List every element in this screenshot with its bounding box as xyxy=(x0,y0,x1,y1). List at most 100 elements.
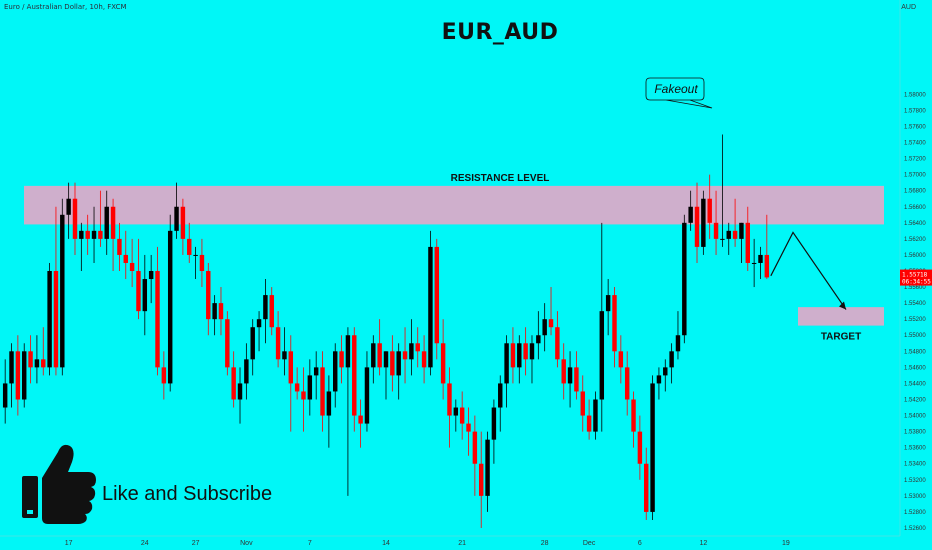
candle xyxy=(523,343,528,360)
candle xyxy=(599,311,605,400)
axis-unit-label: AUD xyxy=(901,4,916,11)
candle xyxy=(155,271,160,368)
x-tick-label: 24 xyxy=(141,540,149,547)
arrow-path-icon xyxy=(770,231,847,310)
candle xyxy=(263,295,268,320)
candle xyxy=(212,303,217,320)
candle xyxy=(333,351,338,392)
candle xyxy=(47,271,52,368)
candle xyxy=(548,319,554,328)
candle xyxy=(199,254,205,271)
candle xyxy=(529,343,535,360)
symbol-info: Euro / Australian Dollar, 10h, FXCM xyxy=(4,3,127,11)
candle xyxy=(288,351,294,384)
y-tick-label: 1.54600 xyxy=(904,365,926,371)
candle xyxy=(364,367,370,424)
candle xyxy=(561,359,566,384)
candle xyxy=(275,327,281,360)
candle xyxy=(72,198,78,239)
candle xyxy=(206,271,211,320)
candle xyxy=(320,367,325,416)
candle xyxy=(631,399,636,432)
y-tick-label: 1.57000 xyxy=(904,173,926,179)
candle xyxy=(294,383,300,392)
y-tick-label: 1.58000 xyxy=(904,92,926,98)
candle xyxy=(567,367,573,384)
candle xyxy=(415,343,420,352)
candle xyxy=(21,351,27,400)
candle xyxy=(421,351,427,368)
candle xyxy=(9,351,14,384)
x-tick-label: Dec xyxy=(583,540,596,547)
x-tick-label: Nov xyxy=(240,540,253,547)
candle xyxy=(434,246,439,344)
candle xyxy=(663,367,668,376)
y-tick-label: 1.54000 xyxy=(904,414,926,420)
y-tick-label: 1.57600 xyxy=(904,124,926,130)
candle xyxy=(574,367,579,392)
candle xyxy=(15,351,21,400)
candle xyxy=(371,343,376,368)
y-tick-label: 1.53200 xyxy=(904,478,926,484)
candle xyxy=(707,198,712,223)
candle xyxy=(586,415,592,432)
candle xyxy=(129,262,135,271)
candle xyxy=(739,222,744,239)
candle xyxy=(402,351,408,360)
candle xyxy=(79,230,84,239)
x-axis-ticks: 17 24 27 Nov 7 14 21 28 Dec 6 12 19 xyxy=(65,540,790,547)
candle xyxy=(250,327,255,360)
candle xyxy=(396,351,401,376)
candle xyxy=(440,343,446,384)
y-tick-label: 1.54800 xyxy=(904,349,926,355)
candle xyxy=(225,319,230,368)
candle xyxy=(53,271,59,368)
candle xyxy=(282,351,287,360)
candle xyxy=(694,206,700,247)
candle xyxy=(498,383,503,408)
candle xyxy=(593,399,598,432)
x-tick-label: 7 xyxy=(308,540,312,547)
x-tick-label: 28 xyxy=(541,540,549,547)
candle xyxy=(41,359,46,368)
page-title: EUR_AUD xyxy=(441,20,559,45)
y-tick-label: 1.57800 xyxy=(904,108,926,114)
candle xyxy=(326,391,332,416)
candle xyxy=(301,391,306,400)
candle xyxy=(726,230,731,239)
x-tick-label: 12 xyxy=(699,540,707,547)
y-tick-label: 1.56800 xyxy=(904,189,926,195)
y-tick-label: 1.57200 xyxy=(904,157,926,163)
x-tick-label: 17 xyxy=(65,540,73,547)
candle xyxy=(618,351,624,368)
candle xyxy=(510,343,516,368)
resistance-label: RESISTANCE LEVEL xyxy=(451,173,550,184)
candle xyxy=(675,335,681,352)
candle xyxy=(466,423,471,432)
target-label: TARGET xyxy=(821,332,861,343)
candle xyxy=(478,463,484,496)
candle xyxy=(701,198,706,247)
candle xyxy=(745,222,751,263)
price-badge: 1.55718 06:34:55 xyxy=(900,269,932,286)
thumbs-up-icon xyxy=(22,444,96,524)
candle xyxy=(174,206,179,231)
candle xyxy=(352,335,357,416)
candle xyxy=(60,214,65,368)
candle xyxy=(117,238,122,255)
candle xyxy=(624,367,630,400)
y-tick-label: 1.52600 xyxy=(904,526,926,532)
candle xyxy=(167,230,173,384)
y-tick-label: 1.54400 xyxy=(904,381,926,387)
candle xyxy=(459,407,465,424)
candle xyxy=(345,335,351,368)
fakeout-callout: Fakeout xyxy=(645,77,713,109)
candle xyxy=(313,367,319,376)
candle xyxy=(187,238,192,255)
y-tick-label: 1.55600 xyxy=(904,285,926,291)
candle xyxy=(491,407,497,440)
candle xyxy=(656,375,662,384)
candle xyxy=(720,238,725,240)
candle xyxy=(605,295,611,312)
